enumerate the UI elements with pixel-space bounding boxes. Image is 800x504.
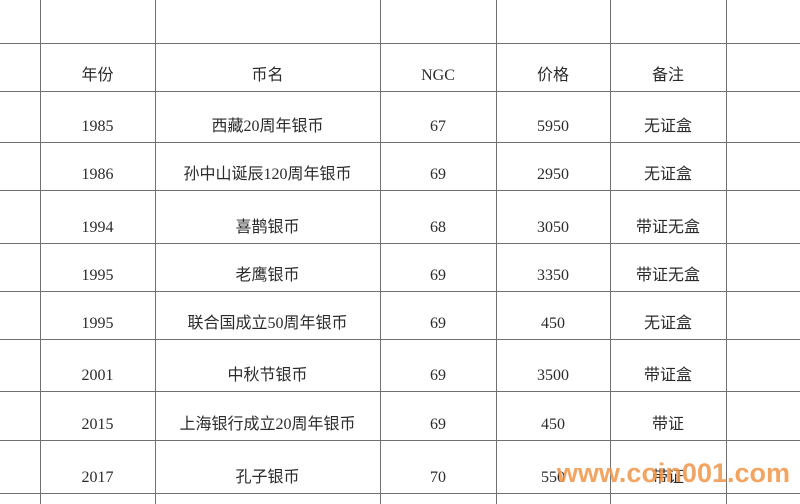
empty-cell <box>39 0 156 44</box>
empty-cell <box>379 0 497 44</box>
cell-coin-name: 联合国成立50周年银币 <box>154 290 381 340</box>
empty-cell <box>0 492 41 504</box>
empty-cell <box>154 0 381 44</box>
header-price: 价格 <box>495 42 611 92</box>
cell-year: 1985 <box>39 90 156 143</box>
empty-cell <box>725 492 800 504</box>
table-header-row: 年份 币名 NGC 价格 备注 <box>0 42 800 92</box>
cell-year: 1994 <box>39 189 156 244</box>
table-row: 2017 孔子银币 70 550 带证 <box>0 439 800 494</box>
cell-price: 3350 <box>495 242 611 292</box>
empty-cell <box>0 42 41 92</box>
cell-note: 带证无盒 <box>609 189 727 244</box>
cell-price: 2950 <box>495 141 611 191</box>
table-row: 1986 孙中山诞辰120周年银币 69 2950 无证盒 <box>0 141 800 191</box>
empty-cell <box>0 141 41 191</box>
empty-cell <box>725 390 800 441</box>
cell-note: 无证盒 <box>609 141 727 191</box>
empty-cell <box>379 492 497 504</box>
empty-cell <box>725 338 800 392</box>
table-row: 2001 中秋节银币 69 3500 带证盒 <box>0 338 800 392</box>
cell-note: 带证 <box>609 439 727 494</box>
header-ngc: NGC <box>379 42 497 92</box>
empty-cell <box>725 141 800 191</box>
cell-note: 带证盒 <box>609 338 727 392</box>
cell-price: 450 <box>495 390 611 441</box>
cell-ngc: 68 <box>379 189 497 244</box>
cell-price: 3050 <box>495 189 611 244</box>
cell-ngc: 69 <box>379 141 497 191</box>
empty-cell <box>0 390 41 441</box>
empty-cell <box>725 42 800 92</box>
cell-price: 550 <box>495 439 611 494</box>
table-row <box>0 492 800 504</box>
cell-year: 2017 <box>39 439 156 494</box>
header-year: 年份 <box>39 42 156 92</box>
cell-year: 1995 <box>39 242 156 292</box>
empty-cell <box>39 492 156 504</box>
empty-cell <box>0 189 41 244</box>
cell-coin-name: 喜鹊银币 <box>154 189 381 244</box>
cell-note: 带证无盒 <box>609 242 727 292</box>
cell-ngc: 67 <box>379 90 497 143</box>
empty-cell <box>495 0 611 44</box>
cell-price: 450 <box>495 290 611 340</box>
table-row: 2015 上海银行成立20周年银币 69 450 带证 <box>0 390 800 441</box>
empty-cell <box>725 290 800 340</box>
empty-cell <box>609 0 727 44</box>
cell-price: 3500 <box>495 338 611 392</box>
cell-year: 1995 <box>39 290 156 340</box>
empty-cell <box>725 0 800 44</box>
cell-note: 无证盒 <box>609 290 727 340</box>
cell-coin-name: 孔子银币 <box>154 439 381 494</box>
empty-cell <box>0 439 41 494</box>
empty-cell <box>0 338 41 392</box>
header-note: 备注 <box>609 42 727 92</box>
cell-coin-name: 孙中山诞辰120周年银币 <box>154 141 381 191</box>
table-row: 1994 喜鹊银币 68 3050 带证无盒 <box>0 189 800 244</box>
cell-year: 2001 <box>39 338 156 392</box>
empty-cell <box>725 439 800 494</box>
cell-coin-name: 西藏20周年银币 <box>154 90 381 143</box>
cell-note: 无证盒 <box>609 90 727 143</box>
table-row <box>0 0 800 44</box>
empty-cell <box>609 492 727 504</box>
table-row: 1985 西藏20周年银币 67 5950 无证盒 <box>0 90 800 143</box>
cell-year: 2015 <box>39 390 156 441</box>
empty-cell <box>495 492 611 504</box>
cell-year: 1986 <box>39 141 156 191</box>
cell-ngc: 70 <box>379 439 497 494</box>
cell-ngc: 69 <box>379 390 497 441</box>
empty-cell <box>725 90 800 143</box>
cell-note: 带证 <box>609 390 727 441</box>
empty-cell <box>725 242 800 292</box>
cell-coin-name: 上海银行成立20周年银币 <box>154 390 381 441</box>
header-coin-name: 币名 <box>154 42 381 92</box>
empty-cell <box>725 189 800 244</box>
table-row: 1995 老鹰银币 69 3350 带证无盒 <box>0 242 800 292</box>
cell-price: 5950 <box>495 90 611 143</box>
empty-cell <box>0 0 41 44</box>
cell-ngc: 69 <box>379 338 497 392</box>
empty-cell <box>0 290 41 340</box>
cell-coin-name: 老鹰银币 <box>154 242 381 292</box>
empty-cell <box>154 492 381 504</box>
empty-cell <box>0 90 41 143</box>
table-row: 1995 联合国成立50周年银币 69 450 无证盒 <box>0 290 800 340</box>
cell-coin-name: 中秋节银币 <box>154 338 381 392</box>
empty-cell <box>0 242 41 292</box>
cell-ngc: 69 <box>379 242 497 292</box>
cell-ngc: 69 <box>379 290 497 340</box>
